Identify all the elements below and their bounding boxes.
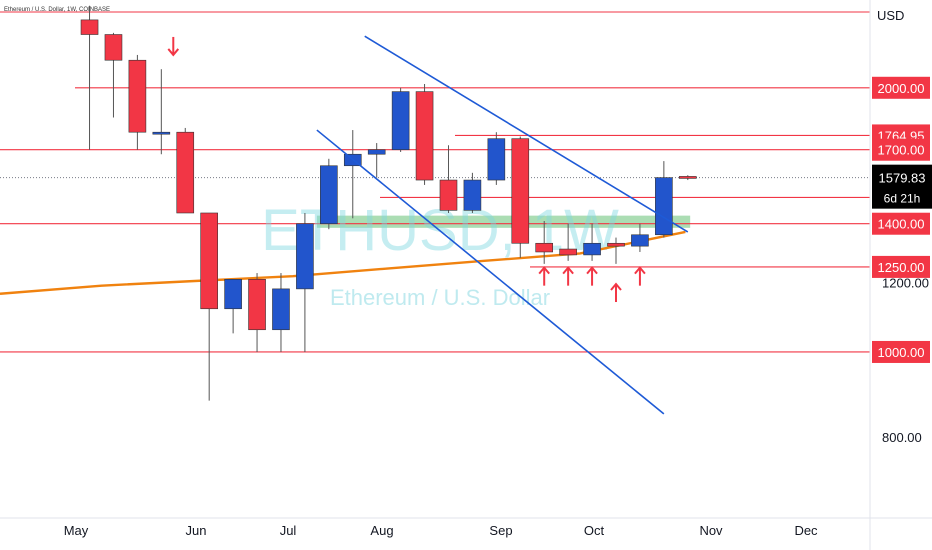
level-badge-label: 1400.00 (878, 217, 925, 232)
arrow-head (610, 282, 622, 291)
arrows-layer (167, 36, 646, 303)
arrow-head (634, 266, 646, 275)
descending-channel-layer (316, 35, 689, 415)
arrow-up-icon (586, 266, 598, 286)
arrow-up-icon (610, 282, 622, 303)
time-label: Oct (584, 523, 605, 538)
level-badge: 1700.00 (872, 138, 930, 161)
time-label: May (64, 523, 89, 538)
candle-body (631, 234, 649, 247)
support-zone (316, 215, 691, 228)
candle-body (152, 131, 171, 135)
arrow-up-icon (538, 266, 550, 286)
arrow-down-icon (167, 36, 180, 57)
candle-body (439, 179, 458, 211)
countdown-label: 6d 21h (884, 192, 921, 206)
candle-body (176, 131, 195, 214)
candle-body (128, 59, 147, 133)
current-price-label: 1579.83 (879, 171, 926, 186)
level-badge-bg (872, 76, 930, 99)
level-badge: 1000.00 (872, 340, 930, 363)
level-badge-label: 2000.00 (878, 81, 925, 96)
candle-body (272, 288, 290, 331)
candle-body (391, 91, 410, 151)
candles-layer (80, 5, 697, 401)
level-badge-bg (872, 212, 930, 235)
candle-body (224, 279, 242, 310)
arrow-head (538, 266, 550, 275)
price-tick-label: 800.00 (882, 430, 922, 445)
channel-line (316, 129, 665, 415)
candle-body (200, 212, 218, 310)
horizontal-levels-layer (0, 11, 870, 353)
watermark-name: Ethereum / U.S. Dollar (330, 285, 550, 310)
candle-body (463, 179, 482, 211)
arrow-head (586, 266, 598, 275)
level-badge-label: 1250.00 (878, 260, 925, 275)
time-label: Nov (699, 523, 723, 538)
current-price-bg (872, 164, 932, 209)
candle-body (415, 91, 434, 181)
time-label: Aug (370, 523, 393, 538)
time-label: Jun (186, 523, 207, 538)
level-badge-label: 1000.00 (878, 345, 925, 360)
arrow-up-icon (562, 266, 574, 286)
price-axis-ticks: 1200.00 800.00 (882, 275, 929, 445)
arrow-head (167, 48, 180, 57)
currency-label[interactable]: USD (877, 8, 904, 23)
candle-body (320, 165, 338, 225)
price-level-badges: 2000.001764.951700.001500.001400.001250.… (872, 76, 930, 363)
current-price-badge: 1579.83 6d 21h (872, 164, 932, 209)
candle-body (607, 242, 625, 247)
symbol-header[interactable]: Ethereum / U.S. Dollar, 1W, COINBASE (4, 7, 110, 13)
price-tick-label: 1200.00 (882, 275, 929, 290)
candle-body (104, 34, 123, 61)
time-label: Jul (280, 523, 297, 538)
candle-body (367, 149, 386, 155)
time-label: Dec (794, 523, 818, 538)
level-badge: 1400.00 (872, 212, 930, 235)
arrow-head (562, 266, 574, 275)
level-badge: 2000.00 (872, 76, 930, 99)
level-badge: 1250.00 (872, 255, 930, 278)
candle-body (80, 19, 99, 35)
time-label: Sep (489, 523, 512, 538)
candle-body (678, 176, 697, 179)
candle-body (296, 223, 314, 290)
candle-body (248, 279, 266, 331)
candle-body (583, 242, 601, 256)
level-badge-bg (872, 340, 930, 363)
level-badge-label: 1700.00 (878, 143, 925, 158)
level-badge-bg (872, 255, 930, 278)
candle-body (655, 177, 673, 236)
level-badge-bg (872, 138, 930, 161)
support-zone-layer (316, 215, 691, 228)
candle-body (487, 138, 506, 181)
arrow-up-icon (634, 266, 646, 286)
candle-body (535, 242, 554, 253)
candle-body (559, 248, 577, 256)
candle-body (511, 138, 530, 244)
channel-line (364, 35, 689, 233)
time-axis-labels: May Jun Jul Aug Sep Oct Nov Dec (64, 523, 818, 538)
